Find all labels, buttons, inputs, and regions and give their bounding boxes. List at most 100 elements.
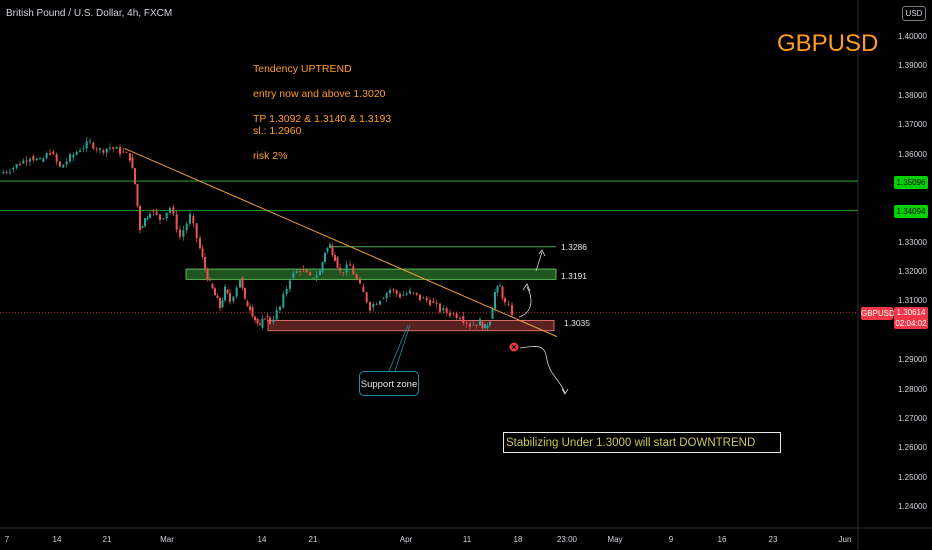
candle-body — [379, 301, 381, 305]
candle-body — [292, 273, 295, 278]
candle-body — [334, 255, 336, 261]
candle-body — [472, 324, 475, 326]
candle-body — [402, 294, 405, 296]
candle-body — [359, 278, 361, 284]
candle-body — [119, 147, 121, 155]
candle-body — [39, 158, 41, 160]
price-tick-label: 1.40000 — [898, 32, 927, 41]
candle-body — [452, 313, 455, 314]
time-tick-label: 14 — [257, 535, 267, 544]
candle-body — [85, 141, 88, 149]
candle-body — [134, 168, 136, 184]
candle-body — [162, 218, 165, 220]
candle-body — [496, 286, 499, 293]
candle-body — [309, 272, 311, 276]
candle-body — [256, 319, 259, 324]
note-sl: sl.: 1.2960 — [253, 125, 302, 137]
candle-body — [129, 153, 131, 161]
candle-body — [249, 306, 251, 310]
price-tick-label: 1.32000 — [898, 267, 927, 276]
candle-body — [239, 279, 241, 288]
candle-body — [459, 318, 461, 320]
candle-body — [131, 157, 134, 169]
candle-body — [507, 304, 510, 306]
candle-body — [419, 294, 421, 301]
candle-body — [269, 317, 271, 324]
note-tendency: Tendency UPTREND — [253, 63, 352, 75]
price-tick-label: 1.29000 — [898, 355, 927, 365]
time-tick-label: 21 — [308, 535, 318, 544]
candle-body — [299, 271, 301, 272]
downtrend-line — [124, 148, 558, 338]
candle-body — [355, 274, 358, 279]
candle-body — [455, 313, 458, 319]
currency-button[interactable]: USD — [902, 6, 926, 21]
candle-body — [365, 292, 368, 303]
time-tick-label: 18 — [513, 535, 523, 544]
candle-body — [199, 238, 201, 249]
candle-body — [324, 252, 326, 262]
candle-body — [206, 269, 209, 280]
candle-body — [342, 272, 345, 273]
candle-body — [175, 214, 178, 230]
candle-body — [159, 214, 161, 221]
candle-body — [479, 319, 481, 326]
time-tick-label: Jun — [838, 535, 852, 544]
candle-body — [264, 318, 266, 320]
candle-body — [312, 277, 315, 279]
down-arrowhead — [561, 388, 569, 395]
candle-body — [412, 292, 415, 294]
candle-body — [235, 287, 238, 297]
downtrend-note: Stabilizing Under 1.3000 will start DOWN… — [503, 432, 781, 453]
candle-body — [9, 172, 11, 174]
candle-body — [362, 286, 365, 293]
candle-body — [275, 310, 278, 320]
time-tick-label: 23 — [768, 535, 778, 544]
candle-body — [146, 217, 149, 220]
candle-body — [331, 245, 334, 256]
current-price-tag: 1.30614 02:04:02 — [894, 307, 928, 329]
candle-body — [389, 289, 391, 294]
candle-body — [185, 223, 188, 231]
candle-body — [152, 210, 155, 212]
candle-body — [429, 300, 431, 305]
candle-body — [405, 293, 408, 295]
candle-body — [339, 267, 341, 271]
candle-body — [22, 160, 25, 164]
time-tick-label: Apr — [399, 535, 413, 544]
candle-body — [251, 307, 254, 317]
candle-body — [511, 305, 513, 316]
candle-body — [445, 308, 448, 313]
candle-body — [499, 285, 501, 287]
price-tick-label: 1.39000 — [898, 61, 927, 71]
level-label-2: 1.3191 — [561, 271, 587, 281]
candle-body — [219, 298, 221, 309]
level-label-3: 1.3035 — [564, 318, 590, 328]
price-tag-1: 1.35096 — [894, 176, 928, 189]
candle-body — [42, 158, 45, 162]
candle-body — [211, 283, 214, 289]
candle-body — [214, 288, 216, 296]
candle-body — [315, 275, 318, 278]
candle-body — [345, 264, 348, 273]
candle-body — [261, 318, 264, 328]
candle-body — [216, 295, 219, 299]
candle-body — [49, 152, 51, 155]
candle-body — [192, 216, 195, 224]
candle-body — [475, 324, 478, 326]
candle-body — [491, 308, 494, 319]
bar-countdown: 02:04:02 — [895, 319, 927, 328]
current-price: 1.30614 — [896, 308, 926, 317]
candle-body — [486, 325, 489, 328]
ticker-label: GBPUSD — [777, 30, 879, 57]
candle-body — [375, 304, 378, 305]
candle-body — [29, 158, 31, 162]
candle-body — [494, 292, 496, 309]
candle-body — [92, 142, 95, 149]
time-tick-label: 14 — [52, 535, 62, 544]
candle-body — [336, 257, 339, 268]
candle-body — [105, 148, 108, 153]
candle-body — [442, 308, 445, 311]
time-tick-label: 7 — [4, 535, 10, 544]
